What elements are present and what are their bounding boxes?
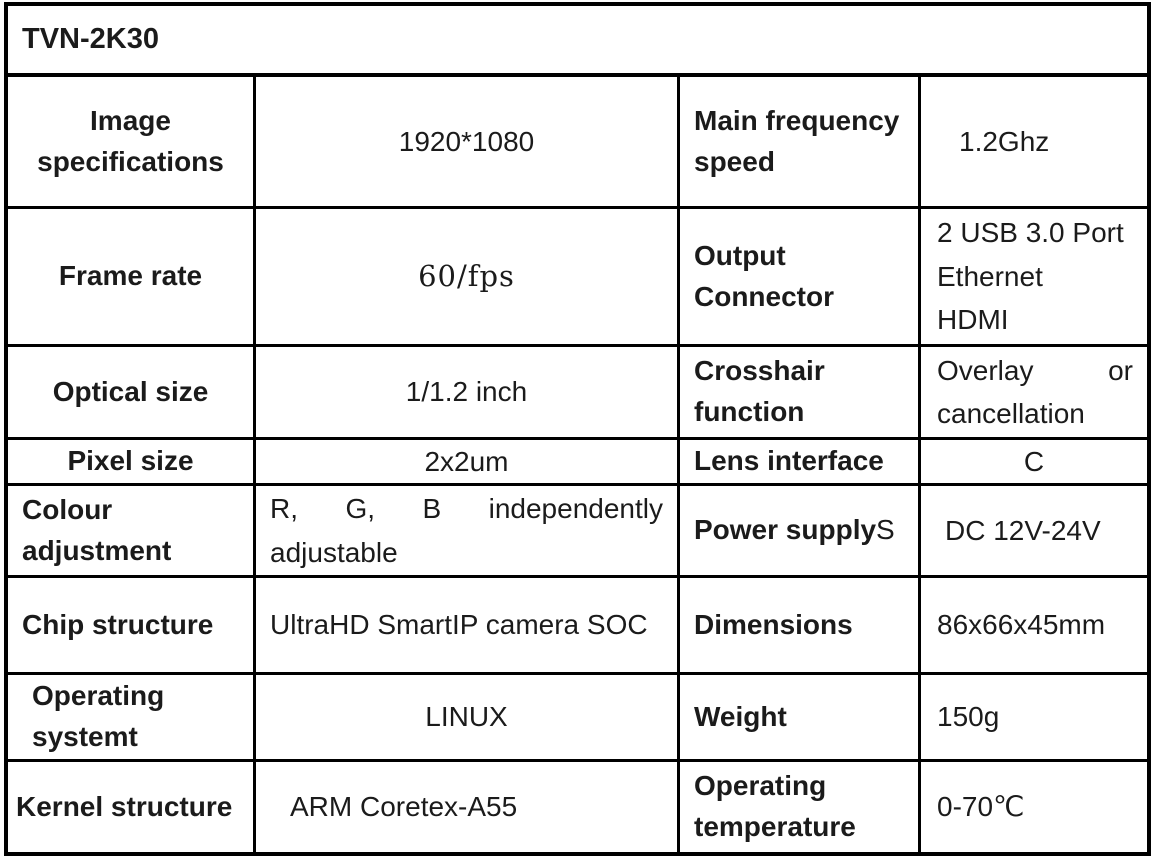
value-pixel-size: 2x2um bbox=[256, 440, 680, 486]
value-kernel-structure: ARM Coretex-A55 bbox=[256, 762, 680, 852]
label-colour-adjustment: Colour adjustment bbox=[8, 486, 256, 578]
value-crosshair-function: Overlay or cancellation bbox=[921, 347, 1147, 440]
label-frame-rate: Frame rate bbox=[8, 209, 256, 347]
label-crosshair-function: Crosshair function bbox=[680, 347, 921, 440]
power-supply-suffix: S bbox=[876, 514, 895, 546]
product-model-title: TVN-2K30 bbox=[22, 23, 159, 56]
value-image-specifications: 1920*1080 bbox=[256, 77, 680, 209]
value-output-connector: 2 USB 3.0 Port Ethernet HDMI bbox=[921, 209, 1147, 347]
value-operating-system: LINUX bbox=[256, 675, 680, 762]
label-weight: Weight bbox=[680, 675, 921, 762]
value-operating-temperature: 0-70℃ bbox=[937, 791, 1025, 823]
label-power-supply: Power supplyS bbox=[680, 486, 921, 578]
label-kernel-structure: Kernel structure bbox=[8, 762, 256, 852]
value-colour-adjustment: R, G, B independently adjustable bbox=[256, 486, 680, 578]
value-dimensions: 86x66x45mm bbox=[921, 578, 1147, 675]
value-main-frequency-speed: 1.2Ghz bbox=[921, 77, 1147, 209]
value-chip-structure: UltraHD SmartIP camera SOC bbox=[256, 578, 680, 675]
value-frame-rate: 60/fps bbox=[256, 209, 680, 347]
spec-table: TVN-2K30 Image specifications 1920*1080 … bbox=[4, 2, 1151, 856]
label-lens-interface: Lens interface bbox=[680, 440, 921, 486]
label-operating-temperature: Operating temperature bbox=[680, 762, 921, 852]
value-weight: 150g bbox=[921, 675, 1147, 762]
label-pixel-size: Pixel size bbox=[8, 440, 256, 486]
label-optical-size: Optical size bbox=[8, 347, 256, 440]
value-power-supply: DC 12V-24V bbox=[921, 486, 1147, 578]
value-optical-size: 1/1.2 inch bbox=[256, 347, 680, 440]
label-chip-structure: Chip structure bbox=[8, 578, 256, 675]
label-dimensions: Dimensions bbox=[680, 578, 921, 675]
value-lens-interface: C bbox=[921, 440, 1147, 486]
label-operating-system: Operating systemt bbox=[8, 675, 256, 762]
label-output-connector: Output Connector bbox=[680, 209, 921, 347]
label-main-frequency-speed: Main frequency speed bbox=[680, 77, 921, 209]
table-title-cell: TVN-2K30 bbox=[8, 6, 1147, 77]
label-image-specifications: Image specifications bbox=[8, 77, 256, 209]
